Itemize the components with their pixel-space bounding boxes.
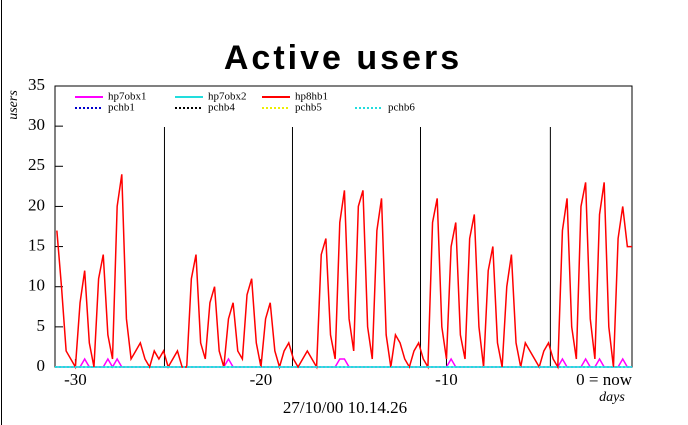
legend-label: pchb4 [208,102,235,114]
y-tick-label: 0 [37,356,46,375]
y-axis-label: users [6,90,21,120]
x-tick-label: -10 [435,370,458,389]
legend-label: pchb1 [108,102,135,114]
y-tick-label: 25 [28,155,45,174]
x-tick-label: -20 [250,370,273,389]
timestamp: 27/10/00 10.14.26 [283,398,407,417]
legend-label: hp8hb1 [295,91,328,103]
x-axis-label: days [599,390,625,405]
y-tick-label: 10 [28,276,45,295]
x-tick-label: -30 [64,370,87,389]
y-tick-label: 30 [28,115,45,134]
y-tick-label: 5 [37,316,46,335]
y-tick-label: 20 [28,195,45,214]
series-line [56,174,632,370]
legend-label: pchb6 [388,102,415,114]
chart-title: Active users [224,39,462,77]
y-tick-label: 35 [28,75,45,94]
legend-label: hp7obx1 [108,91,147,103]
legend-label: hp7obx2 [208,91,247,103]
y-tick-label: 15 [28,235,45,254]
x-tick-label: 0 = now [576,370,633,389]
legend-label: pchb5 [295,102,322,114]
